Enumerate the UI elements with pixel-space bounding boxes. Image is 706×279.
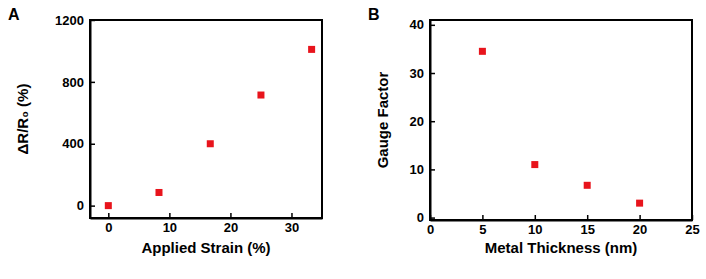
plot-frame <box>90 20 322 218</box>
y-tick-label: 800 <box>62 75 84 90</box>
point <box>105 202 112 209</box>
y-tick-label: 10 <box>410 162 424 177</box>
y-axis-title: ΔR/R₀ (%) <box>14 84 31 155</box>
x-tick: 0 <box>105 213 112 235</box>
panel: 0 10 20 30 0 400 800 1200 A Applied Strain (%) ΔR/… <box>8 6 323 256</box>
y-tick-label: 30 <box>410 66 424 81</box>
x-tick: 15 <box>580 215 594 237</box>
y-axis: 0 10 20 30 40 <box>410 17 435 225</box>
y-tick: 0 <box>417 210 435 225</box>
panel: 0 5 10 15 20 25 0 10 20 30 40 B Metal Thickness (nm)… <box>368 6 700 256</box>
y-tick: 10 <box>410 162 435 177</box>
x-tick: 10 <box>163 213 177 235</box>
x-axis: 0 10 20 30 <box>91 213 323 235</box>
plot-frame <box>430 20 692 220</box>
x-tick-label: 20 <box>224 220 238 235</box>
panel-label: A <box>8 6 20 23</box>
point <box>207 140 214 147</box>
y-tick: 20 <box>410 114 435 129</box>
x-tick: 20 <box>224 213 238 235</box>
x-tick: 30 <box>285 213 299 235</box>
x-tick: 10 <box>528 215 542 237</box>
y-tick-label: 40 <box>410 17 424 32</box>
x-tick-label: 25 <box>685 222 699 237</box>
x-tick-label: 10 <box>528 222 542 237</box>
x-tick-label: 15 <box>580 222 594 237</box>
x-tick-label: 20 <box>633 222 647 237</box>
point <box>479 48 486 55</box>
point <box>636 200 643 207</box>
marks <box>105 46 315 209</box>
x-tick: 5 <box>479 215 486 237</box>
point <box>531 161 538 168</box>
point <box>584 182 591 189</box>
y-tick-label: 1200 <box>55 13 84 28</box>
y-tick: 0 <box>77 198 95 213</box>
panel-label: B <box>368 6 380 23</box>
x-tick-label: 10 <box>163 220 177 235</box>
point <box>155 189 162 196</box>
x-tick-label: 30 <box>285 220 299 235</box>
x-axis-title: Applied Strain (%) <box>141 239 270 256</box>
y-tick-label: 0 <box>77 198 84 213</box>
y-axis-title: Gauge Factor <box>374 71 391 168</box>
point <box>257 92 264 99</box>
point <box>308 46 315 53</box>
x-axis-title: Metal Thickness (nm) <box>485 239 638 256</box>
y-tick-label: 20 <box>410 114 424 129</box>
x-tick-label: 5 <box>479 222 486 237</box>
x-tick-label: 0 <box>105 220 112 235</box>
y-tick: 30 <box>410 66 435 81</box>
y-tick-label: 0 <box>417 210 424 225</box>
marks <box>479 48 643 207</box>
x-axis: 0 5 10 15 20 25 <box>427 215 700 237</box>
y-tick-label: 400 <box>62 136 84 151</box>
x-tick: 20 <box>633 215 647 237</box>
x-tick-label: 0 <box>427 222 434 237</box>
